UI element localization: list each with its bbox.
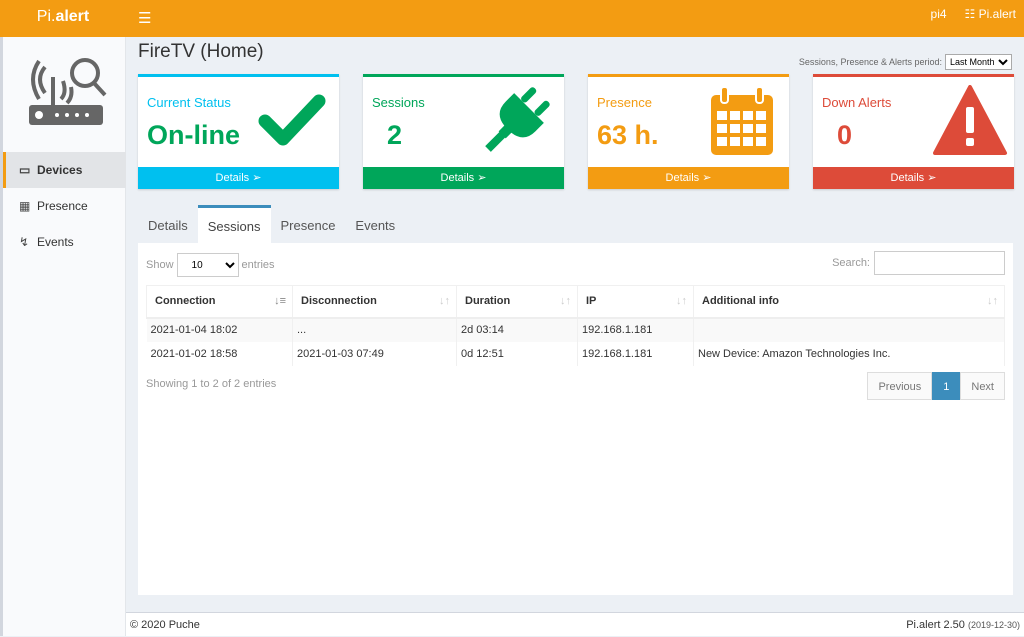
sort-icon: ↓↑ <box>987 295 998 307</box>
sessions-table: Connection ↓≡ Disconnection ↓↑ Duration ↓↑ … <box>146 285 1005 366</box>
cell-disconnection: ... <box>292 317 457 342</box>
table-info: Showing 1 to 2 of 2 entries <box>146 378 277 390</box>
cell-connection: 2021-01-04 18:02 <box>146 317 293 342</box>
details-link[interactable]: Details ➢ <box>138 167 339 189</box>
sidebar-item-label: Devices <box>37 163 83 177</box>
tab-events[interactable]: Events <box>355 218 396 233</box>
period-selector: Sessions, Presence & Alerts period: Last… <box>799 54 1012 70</box>
sessions-box: Sessions 2 Details ➢ <box>363 74 564 189</box>
alerts-box: Down Alerts 0 Details ➢ <box>813 74 1014 189</box>
host-name: pi4 <box>930 7 947 21</box>
cell-disconnection: 2021-01-03 07:49 <box>292 341 457 366</box>
bolt-icon: ↯ <box>19 235 30 249</box>
status-box: Current Status On-line Details ➢ <box>138 74 339 189</box>
cell-duration: 2d 03:14 <box>456 317 578 342</box>
plug-icon <box>485 87 550 152</box>
top-navbar: Pi.alert ☰ pi4 ☷ Pi.alert <box>0 0 1024 37</box>
sort-icon: ↓↑ <box>560 295 571 307</box>
column-header-connection[interactable]: Connection ↓≡ <box>146 285 293 319</box>
calendar-icon: ▦ <box>19 199 31 213</box>
logo-text-bold: alert <box>55 8 90 25</box>
table-row[interactable]: 2021-01-02 18:58 2021-01-03 07:49 0d 12:… <box>146 341 1005 366</box>
column-header-disconnection[interactable]: Disconnection ↓↑ <box>292 285 457 319</box>
details-link[interactable]: Details ➢ <box>588 167 789 189</box>
pagination: Previous 1 Next <box>867 372 1005 400</box>
cell-info: New Device: Amazon Technologies Inc. <box>693 341 1005 366</box>
box-label: Presence <box>597 95 652 110</box>
warning-icon <box>933 85 1007 155</box>
details-link[interactable]: Details ➢ <box>813 167 1014 189</box>
version-date: (2019-12-30) <box>967 620 1020 630</box>
version: Pi.alert 2.50 <box>906 619 965 631</box>
show-label: Show <box>146 259 174 271</box>
tab-presence[interactable]: Presence <box>280 218 336 233</box>
entries-label: entries <box>241 259 275 271</box>
box-value: 2 <box>387 120 403 150</box>
page-title: FireTV (Home) <box>138 41 264 62</box>
box-value: 63 h. <box>597 120 659 150</box>
sort-desc-icon: ↓≡ <box>274 295 286 307</box>
box-label: Sessions <box>372 95 425 110</box>
router-icon: ☷ <box>964 7 976 21</box>
footer: © 2020 Puche Pi.alert 2.50 (2019-12-30) <box>126 612 1024 636</box>
user-menu[interactable]: ☷ Pi.alert <box>965 7 1016 21</box>
box-value: On-line <box>147 120 240 150</box>
column-header-duration[interactable]: Duration ↓↑ <box>456 285 578 319</box>
cell-duration: 0d 12:51 <box>456 341 578 366</box>
sidebar-item-label: Events <box>37 235 74 249</box>
sidebar-item-events[interactable]: ↯ Events <box>3 224 126 260</box>
app-logo[interactable]: Pi.alert <box>0 0 126 37</box>
tab-details[interactable]: Details <box>148 218 188 233</box>
page-length: Show 10 entries <box>146 253 275 277</box>
period-select[interactable]: Last Month <box>945 54 1012 70</box>
router-search-logo <box>29 58 107 125</box>
sidebar-item-devices[interactable]: ▭ Devices <box>3 152 126 188</box>
table-row[interactable]: 2021-01-04 18:02 ... 2d 03:14 192.168.1.… <box>146 317 1005 342</box>
sort-icon: ↓↑ <box>676 295 687 307</box>
previous-button[interactable]: Previous <box>867 372 933 400</box>
box-value: 0 <box>837 120 853 150</box>
page-length-select[interactable]: 10 <box>176 253 239 277</box>
cell-connection: 2021-01-02 18:58 <box>146 341 293 366</box>
cell-ip: 192.168.1.181 <box>577 341 694 366</box>
laptop-icon: ▭ <box>19 163 31 177</box>
search-input[interactable] <box>874 251 1005 275</box>
sidebar-item-presence[interactable]: ▦ Presence <box>3 188 126 224</box>
user-menu-label: Pi.alert <box>978 7 1016 21</box>
details-link[interactable]: Details ➢ <box>363 167 564 189</box>
page-1-button[interactable]: 1 <box>932 372 961 400</box>
column-header-ip[interactable]: IP ↓↑ <box>577 285 694 319</box>
sidebar: ▭ Devices ▦ Presence ↯ Events <box>0 37 126 636</box>
column-header-additional-info[interactable]: Additional info ↓↑ <box>693 285 1005 319</box>
cell-ip: 192.168.1.181 <box>577 317 694 342</box>
check-icon <box>258 94 326 146</box>
logo-text: Pi. <box>36 8 56 25</box>
cell-info <box>693 317 1005 342</box>
sessions-panel: Show 10 entries Search: Connection ↓≡ Dis… <box>138 243 1013 595</box>
search-label: Search: <box>832 257 870 269</box>
box-label: Down Alerts <box>822 95 892 110</box>
calendar-icon <box>711 86 773 155</box>
tab-sessions[interactable]: Sessions <box>197 205 271 243</box>
menu-toggle-icon[interactable]: ☰ <box>138 10 152 27</box>
tab-bar: Details Sessions Presence Events <box>138 205 405 243</box>
sidebar-item-label: Presence <box>37 199 88 213</box>
next-button[interactable]: Next <box>960 372 1005 400</box>
sort-icon: ↓↑ <box>439 295 450 307</box>
period-label: Sessions, Presence & Alerts period: <box>798 57 942 67</box>
box-label: Current Status <box>147 95 231 110</box>
copyright: © 2020 Puche <box>130 619 200 631</box>
table-search: Search: <box>832 251 1005 275</box>
presence-box: Presence 63 h. Details ➢ <box>588 74 789 189</box>
